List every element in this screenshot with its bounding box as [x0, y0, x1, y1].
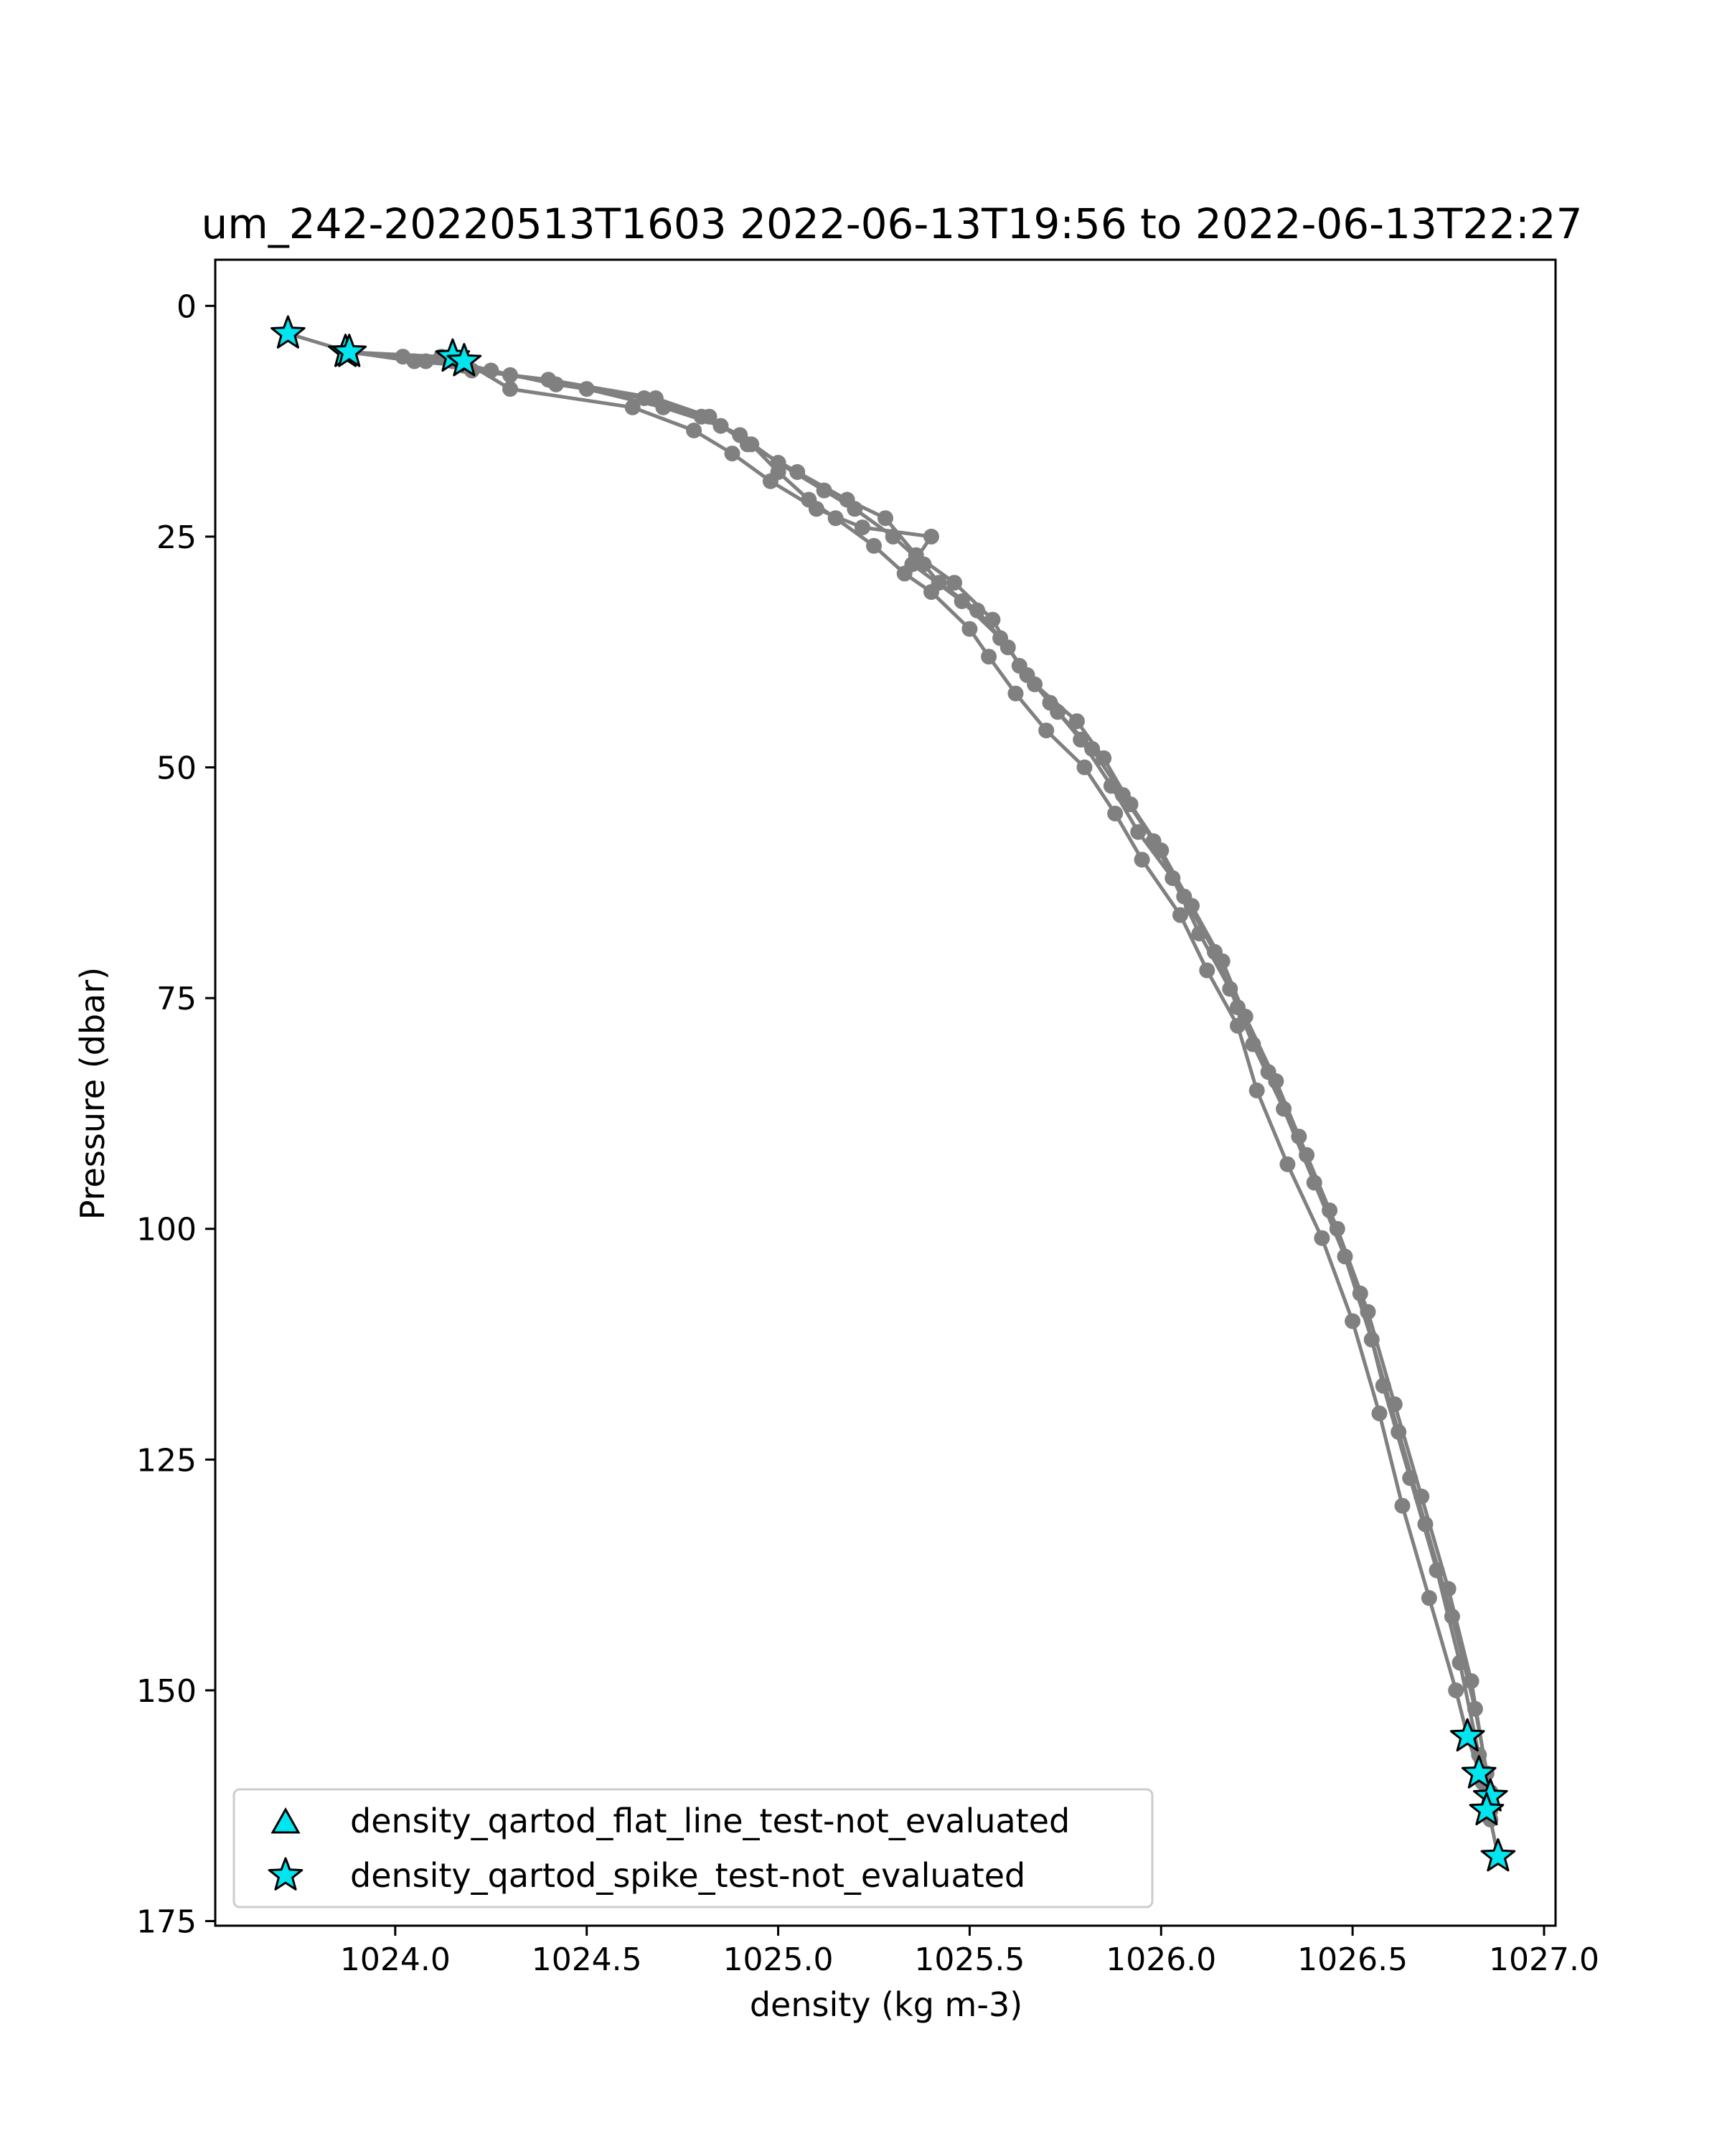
- profile-point: [1444, 1609, 1460, 1624]
- profile-point: [923, 528, 939, 545]
- profile-point: [1134, 852, 1150, 868]
- profile-point: [647, 390, 664, 406]
- profile-point: [540, 372, 557, 388]
- profile-point: [1096, 750, 1112, 766]
- profile-point: [808, 501, 824, 517]
- profile-point: [1153, 842, 1170, 859]
- legend-entry-label: density_qartod_flat_line_test-not_evalua…: [350, 1802, 1070, 1840]
- x-tick-label: 1027.0: [1489, 1941, 1599, 1978]
- x-tick-label: 1024.5: [532, 1941, 642, 1978]
- profile-point: [502, 381, 518, 397]
- legend-star-icon: [268, 1857, 304, 1891]
- profile-point: [1222, 981, 1238, 997]
- spike-test-star-marker: [331, 334, 367, 367]
- profile-line-1: [287, 331, 1500, 1858]
- profile-point: [1337, 1248, 1353, 1265]
- spike-test-star-marker: [446, 343, 482, 377]
- x-tick-label: 1025.5: [914, 1941, 1025, 1978]
- y-tick-label: 75: [156, 981, 197, 1017]
- y-tick-label: 125: [136, 1442, 197, 1479]
- profile-point: [762, 473, 778, 489]
- profile-point: [724, 446, 740, 462]
- profile-point: [701, 408, 718, 425]
- profile-point: [1276, 1101, 1292, 1117]
- profile-point: [1417, 1516, 1434, 1533]
- profile-point: [1448, 1682, 1464, 1698]
- y-axis-label: Pressure (dbar): [73, 967, 112, 1220]
- profile-point: [1011, 658, 1027, 674]
- profile-point: [1248, 1082, 1265, 1098]
- profile-point: [1007, 685, 1024, 702]
- profile-point: [789, 463, 806, 480]
- y-tick-label: 150: [136, 1673, 197, 1710]
- legend-box: [232, 1788, 1154, 1908]
- profile-point: [839, 491, 855, 508]
- profile-point: [1345, 1313, 1361, 1329]
- profile-point: [984, 611, 1001, 628]
- spike-test-star-marker: [270, 315, 306, 349]
- plot-area: [270, 315, 1516, 1872]
- profile-point: [1467, 1700, 1483, 1717]
- y-tick-label: 50: [156, 750, 197, 787]
- plot-frame: [214, 258, 1557, 1927]
- x-axis-label: density (kg m-3): [750, 1985, 1022, 2024]
- profile-point: [1363, 1332, 1380, 1348]
- profile-point: [1394, 1497, 1411, 1514]
- profile-point: [739, 436, 756, 453]
- profile-point: [908, 547, 924, 563]
- axes: 1024.0 1024.5 1025.0 1025.5 1026.0 1026.5 1027…: [136, 258, 1599, 1978]
- profile-point: [1122, 796, 1139, 812]
- profile-point: [1172, 907, 1188, 923]
- profile-point: [1107, 805, 1124, 822]
- profile-point: [686, 423, 702, 438]
- spike-test-star-marker: [1449, 1718, 1485, 1752]
- x-tick-label: 1026.5: [1297, 1941, 1408, 1978]
- legend: density_qartod_flat_line_test-not_evalua…: [232, 1788, 1154, 1908]
- spike-test-star-marker: [1480, 1838, 1516, 1872]
- profile-point: [1073, 731, 1089, 748]
- y-tick-label: 175: [136, 1904, 197, 1941]
- profile-point: [981, 649, 997, 665]
- y-tick-label: 0: [177, 288, 197, 325]
- profile-point: [1076, 759, 1093, 776]
- spike-test-star-marker: [1469, 1792, 1505, 1826]
- spike-test-star-marker: [1461, 1755, 1497, 1789]
- profile-point: [1068, 713, 1085, 730]
- x-tick-label: 1025.0: [723, 1941, 834, 1978]
- x-tick-label: 1024.0: [340, 1941, 451, 1978]
- chart-title: um_242-20220513T1603 2022-06-13T19:56 to…: [202, 199, 1583, 248]
- profile-point: [946, 575, 963, 591]
- profile-point: [1103, 778, 1119, 794]
- profile-point: [878, 510, 893, 527]
- profile-point: [1245, 1036, 1261, 1053]
- profile-point: [1421, 1590, 1437, 1606]
- profile-point: [1191, 926, 1208, 942]
- profile-point: [1391, 1423, 1407, 1440]
- profile-point: [1165, 870, 1181, 886]
- y-tick-label: 25: [156, 519, 197, 556]
- profile-point: [961, 621, 978, 637]
- profile-point: [1038, 722, 1055, 739]
- profile-point: [1199, 962, 1215, 979]
- profile-point: [1042, 695, 1058, 711]
- profile-point: [1130, 824, 1147, 840]
- profile-point: [1279, 1156, 1296, 1172]
- profile-point: [866, 537, 882, 554]
- legend-triangle-icon: [270, 1807, 301, 1834]
- y-tick-label: 100: [136, 1212, 197, 1248]
- x-tick-label: 1026.0: [1106, 1941, 1216, 1978]
- profile-point: [1306, 1174, 1322, 1191]
- profile-point: [1371, 1406, 1388, 1421]
- legend-entry-label: density_qartod_spike_test-not_evaluated: [350, 1856, 1025, 1895]
- profile-point: [954, 593, 970, 609]
- profile-point: [624, 399, 641, 415]
- profile-point: [855, 519, 870, 536]
- profile-point: [1314, 1230, 1330, 1246]
